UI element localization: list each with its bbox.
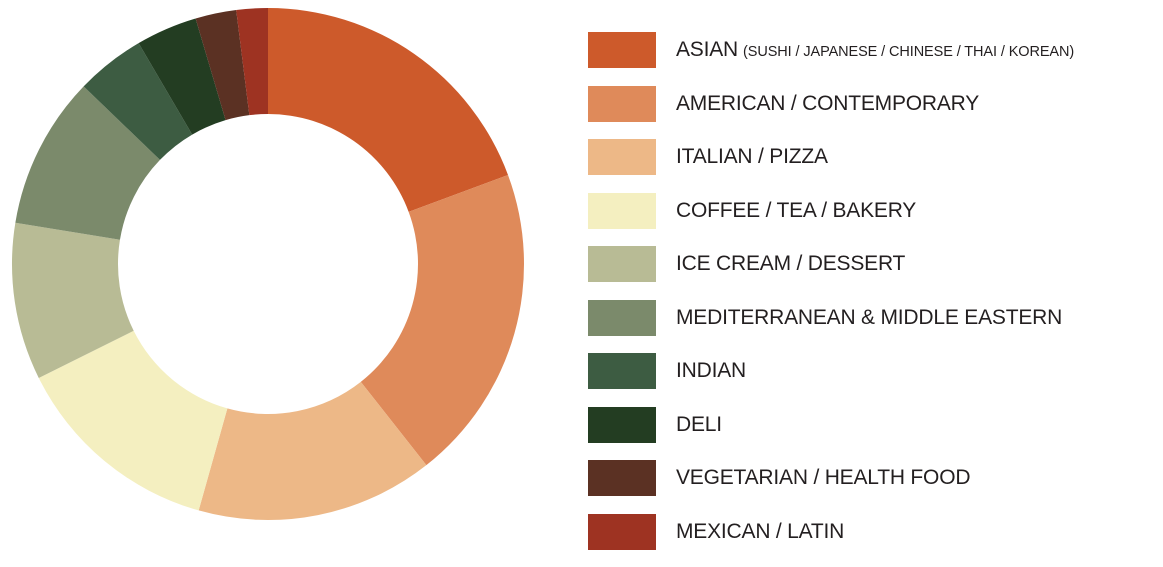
legend-label: ICE CREAM / DESSERT: [676, 252, 905, 276]
legend-item-italian-pizza: ITALIAN / PIZZA: [588, 139, 1158, 175]
legend-label-main: AMERICAN / CONTEMPORARY: [676, 91, 980, 115]
donut-slice-deli: [138, 18, 226, 135]
legend-swatch: [588, 406, 656, 443]
legend-item-coffee-tea-bakery: COFFEE / TEA / BAKERY: [588, 192, 1158, 229]
legend-swatch: [588, 192, 656, 229]
legend-swatch: [588, 460, 656, 496]
legend-label-main: ITALIAN / PIZZA: [676, 145, 828, 168]
legend-label-main: ICE CREAM / DESSERT: [676, 252, 906, 275]
legend-label-main: MEXICAN / LATIN: [676, 519, 845, 543]
donut-slice-american-contemporary: [360, 174, 524, 466]
legend-label: MEDITERRANEAN & MIDDLE EASTERN: [676, 306, 1062, 330]
legend-item-mexican-latin: MEXICAN / LATIN: [588, 513, 1158, 550]
legend-label-main: VEGETARIAN / HEALTH FOOD: [676, 466, 971, 489]
legend-label: INDIAN: [676, 359, 746, 383]
legend-item-ice-cream-dessert: ICE CREAM / DESSERT: [588, 246, 1158, 282]
legend-label-main: COFFEE / TEA / BAKERY: [676, 198, 917, 222]
legend-label: ITALIAN / PIZZA: [676, 145, 828, 169]
legend-swatch: [588, 139, 656, 175]
legend-label-main: DELI: [676, 412, 722, 436]
legend-label: VEGETARIAN / HEALTH FOOD: [676, 466, 970, 490]
legend-swatch: [588, 299, 656, 336]
legend-label: DELI: [676, 413, 722, 437]
legend-item-american-contemporary: AMERICAN / CONTEMPORARY: [588, 85, 1158, 122]
legend-item-deli: DELI: [588, 406, 1158, 443]
legend-item-mediterranean-and-middle-eastern: MEDITERRANEAN & MIDDLE EASTERN: [588, 299, 1158, 336]
donut-slice-mexican-latin: [236, 8, 268, 116]
donut-slice-italian-pizza: [198, 381, 427, 520]
legend-label: MEXICAN / LATIN: [676, 520, 844, 544]
chart-legend: ASIAN (SUSHI / JAPANESE / CHINESE / THAI …: [588, 32, 1158, 567]
legend-item-asian: ASIAN (SUSHI / JAPANESE / CHINESE / THAI …: [588, 32, 1158, 68]
legend-label: COFFEE / TEA / BAKERY: [676, 199, 916, 223]
legend-label-main: INDIAN: [676, 359, 746, 382]
legend-swatch: [588, 32, 656, 68]
legend-swatch: [588, 513, 656, 550]
legend-swatch: [588, 353, 656, 389]
legend-item-vegetarian-health-food: VEGETARIAN / HEALTH FOOD: [588, 460, 1158, 496]
legend-label: ASIAN (SUSHI / JAPANESE / CHINESE / THAI …: [676, 38, 1074, 62]
legend-label-main: MEDITERRANEAN & MIDDLE EASTERN: [676, 305, 1063, 329]
legend-swatch: [588, 85, 656, 122]
donut-chart: [11, 8, 524, 520]
donut-slice-ice-cream-dessert: [11, 222, 134, 378]
donut-slice-indian: [83, 43, 193, 160]
legend-label-sub: (SUSHI / JAPANESE / CHINESE / THAI / KOR…: [743, 44, 1075, 60]
legend-label-main: ASIAN: [676, 38, 739, 61]
legend-swatch: [588, 246, 656, 282]
donut-slice-coffee-tea-bakery: [38, 330, 228, 511]
donut-slice-mediterranean-and-middle-eastern: [15, 86, 160, 240]
donut-slice-asian: [268, 8, 509, 212]
legend-label: AMERICAN / CONTEMPORARY: [676, 92, 979, 116]
legend-item-indian: INDIAN: [588, 353, 1158, 389]
donut-slice-vegetarian-health-food: [195, 9, 250, 121]
